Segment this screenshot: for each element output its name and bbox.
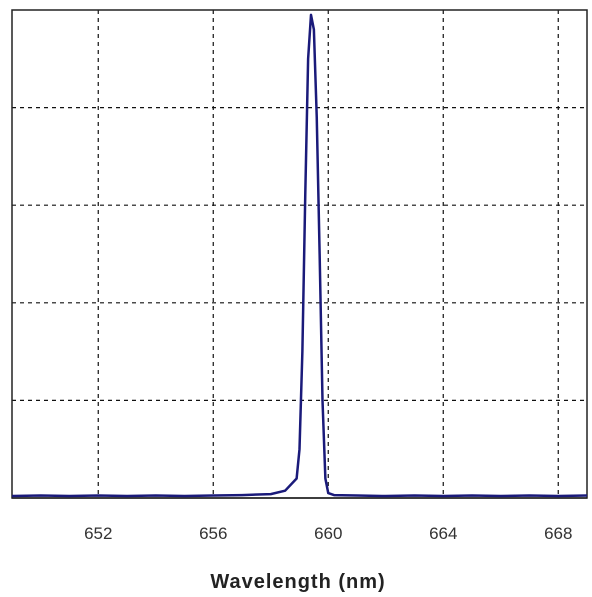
x-tick-label-668: 668	[544, 524, 572, 543]
x-tick-labels: 652 656 660 664 668	[84, 524, 572, 543]
gridlines	[12, 10, 587, 498]
x-tick-label-664: 664	[429, 524, 457, 543]
x-axis-title: Wavelength (nm)	[210, 571, 385, 593]
x-tick-label-652: 652	[84, 524, 112, 543]
x-tick-label-656: 656	[199, 524, 227, 543]
spectrum-line	[11, 13, 588, 498]
x-tick-label-660: 660	[314, 524, 342, 543]
